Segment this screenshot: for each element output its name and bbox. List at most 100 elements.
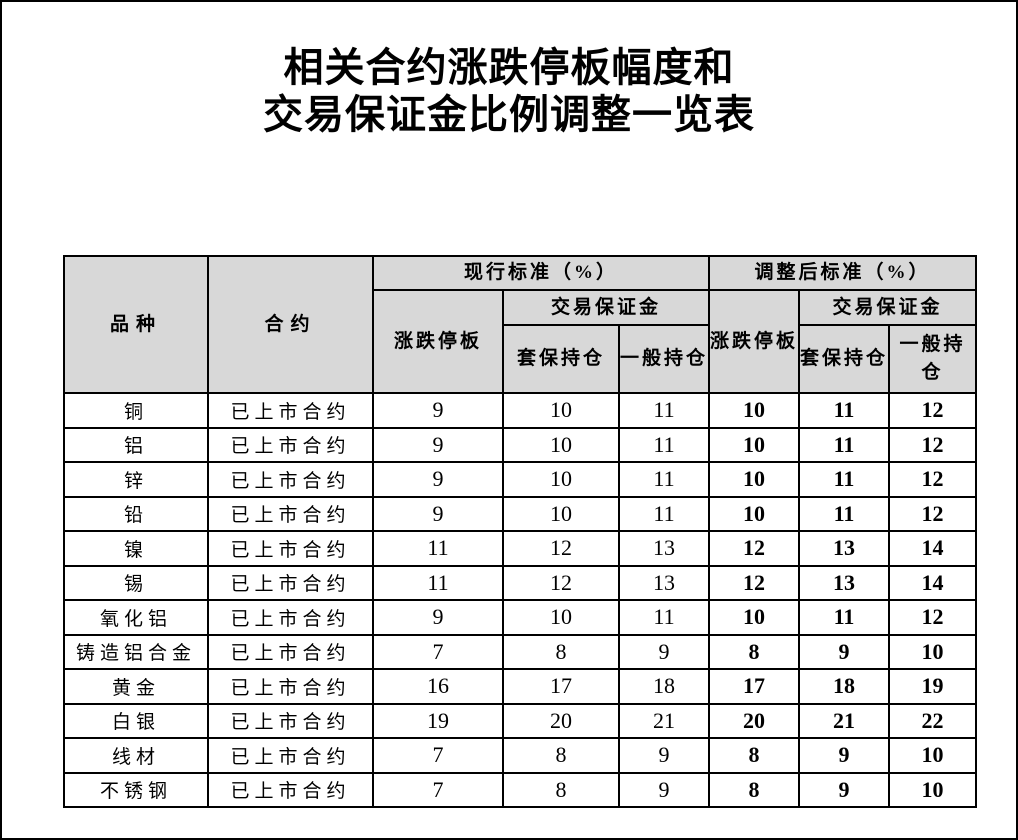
- adjusted-general-margin-cell: 12: [888, 392, 978, 429]
- current-price-limit-cell: 7: [372, 633, 504, 670]
- current-hedge-margin-cell: 8: [502, 737, 620, 774]
- current-general-margin-cell: 11: [617, 461, 711, 498]
- adjustment-table: 品种 合约 现行标准（%） 调整后标准（%） 涨跌停板 交易保证金 涨跌停板 交…: [63, 255, 978, 808]
- adjusted-price-limit-cell: 10: [708, 426, 801, 463]
- current-general-margin-cell: 9: [617, 737, 711, 774]
- contract-cell: 已上市合约: [207, 564, 374, 601]
- adjusted-price-limit-cell: 8: [708, 633, 801, 670]
- adjusted-price-limit-cell: 10: [708, 392, 801, 429]
- adjusted-price-limit-cell: 12: [708, 530, 801, 567]
- current-hedge-margin-cell: 8: [502, 633, 620, 670]
- adjusted-hedge-margin-cell: 9: [798, 633, 891, 670]
- header-current-group: 现行标准（%）: [371, 255, 711, 291]
- adjusted-price-limit-cell: 10: [708, 495, 801, 532]
- current-hedge-margin-cell: 12: [502, 530, 620, 567]
- table-row: 铸造铝合金 已上市合约 7 8 9 8 9 10: [63, 633, 978, 670]
- table-row: 不锈钢 已上市合约 7 8 9 8 9 10: [63, 771, 978, 808]
- current-general-margin-cell: 13: [617, 564, 711, 601]
- product-cell: 锌: [63, 461, 209, 498]
- header-current-hedge-position: 套保持仓: [502, 324, 620, 394]
- table-row: 黄金 已上市合约 16 17 18 17 18 19: [63, 668, 978, 705]
- current-price-limit-cell: 11: [372, 530, 504, 567]
- adjusted-price-limit-cell: 10: [708, 599, 801, 636]
- contract-cell: 已上市合约: [207, 737, 374, 774]
- header-adjusted-hedge-position: 套保持仓: [798, 324, 891, 394]
- current-general-margin-cell: 9: [617, 771, 711, 808]
- header-adjusted-price-limit: 涨跌停板: [708, 289, 801, 394]
- current-general-margin-cell: 11: [617, 426, 711, 463]
- current-price-limit-cell: 9: [372, 426, 504, 463]
- product-cell: 黄金: [63, 668, 209, 705]
- product-cell: 铅: [63, 495, 209, 532]
- current-general-margin-cell: 11: [617, 495, 711, 532]
- adjusted-price-limit-cell: 12: [708, 564, 801, 601]
- page-title-line-2: 交易保证金比例调整一览表: [263, 92, 755, 137]
- current-price-limit-cell: 9: [372, 392, 504, 429]
- adjusted-hedge-margin-cell: 11: [798, 461, 891, 498]
- current-hedge-margin-cell: 10: [502, 599, 620, 636]
- current-price-limit-cell: 7: [372, 771, 504, 808]
- header-adjusted-group: 调整后标准（%）: [708, 255, 978, 291]
- product-cell: 白银: [63, 702, 209, 739]
- adjusted-price-limit-cell: 10: [708, 461, 801, 498]
- page-title: 相关合约涨跌停板幅度和 交易保证金比例调整一览表: [2, 44, 1016, 138]
- product-cell: 铜: [63, 392, 209, 429]
- adjusted-price-limit-cell: 20: [708, 702, 801, 739]
- header-current-margin-group: 交易保证金: [501, 289, 711, 326]
- table-row: 线材 已上市合约 7 8 9 8 9 10: [63, 737, 978, 774]
- adjusted-price-limit-cell: 8: [708, 771, 801, 808]
- contract-cell: 已上市合约: [207, 530, 374, 567]
- page-title-line-1: 相关合约涨跌停板幅度和: [283, 45, 735, 90]
- adjusted-general-margin-cell: 12: [888, 495, 978, 532]
- current-general-margin-cell: 11: [617, 392, 711, 429]
- table-header: 品种 合约 现行标准（%） 调整后标准（%） 涨跌停板 交易保证金 涨跌停板 交…: [63, 255, 978, 394]
- contract-cell: 已上市合约: [207, 426, 374, 463]
- current-price-limit-cell: 7: [372, 737, 504, 774]
- adjusted-general-margin-cell: 14: [888, 530, 978, 567]
- current-general-margin-cell: 11: [617, 599, 711, 636]
- current-price-limit-cell: 16: [372, 668, 504, 705]
- adjusted-hedge-margin-cell: 9: [798, 737, 891, 774]
- header-adjusted-general-position: 一般持仓: [888, 324, 978, 394]
- product-cell: 铝: [63, 426, 209, 463]
- adjusted-general-margin-cell: 14: [888, 564, 978, 601]
- header-adjusted-margin-group: 交易保证金: [798, 289, 978, 326]
- current-price-limit-cell: 9: [372, 495, 504, 532]
- contract-cell: 已上市合约: [207, 668, 374, 705]
- adjusted-general-margin-cell: 12: [888, 599, 978, 636]
- adjusted-hedge-margin-cell: 21: [798, 702, 891, 739]
- current-hedge-margin-cell: 8: [502, 771, 620, 808]
- table-row: 锌已上市合约 9 10 11 10 11 12: [63, 461, 978, 498]
- table-row: 锡已上市合约 11 12 13 12 13 14: [63, 564, 978, 601]
- adjusted-hedge-margin-cell: 11: [798, 392, 891, 429]
- table-row: 氧化铝 已上市合约 9 10 11 10 11 12: [63, 599, 978, 636]
- adjusted-hedge-margin-cell: 11: [798, 599, 891, 636]
- product-cell: 锡: [63, 564, 209, 601]
- current-general-margin-cell: 21: [617, 702, 711, 739]
- current-hedge-margin-cell: 20: [502, 702, 620, 739]
- table-row: 铅已上市合约 9 10 11 10 11 12: [63, 495, 978, 532]
- header-current-price-limit: 涨跌停板: [372, 289, 504, 394]
- adjusted-hedge-margin-cell: 9: [798, 771, 891, 808]
- adjusted-general-margin-cell: 22: [888, 702, 978, 739]
- current-price-limit-cell: 19: [372, 702, 504, 739]
- adjusted-hedge-margin-cell: 18: [798, 668, 891, 705]
- product-cell: 氧化铝: [63, 599, 209, 636]
- adjusted-price-limit-cell: 8: [708, 737, 801, 774]
- adjusted-price-limit-cell: 17: [708, 668, 801, 705]
- table-row: 铜已上市合约 9 10 11 10 11 12: [63, 392, 978, 429]
- product-cell: 不锈钢: [63, 771, 209, 808]
- current-hedge-margin-cell: 10: [502, 461, 620, 498]
- adjusted-general-margin-cell: 12: [888, 426, 978, 463]
- adjusted-general-margin-cell: 10: [888, 771, 978, 808]
- current-hedge-margin-cell: 10: [502, 392, 620, 429]
- contract-cell: 已上市合约: [207, 392, 374, 429]
- current-price-limit-cell: 11: [372, 564, 504, 601]
- current-hedge-margin-cell: 10: [502, 495, 620, 532]
- product-cell: 铸造铝合金: [63, 633, 209, 670]
- current-price-limit-cell: 9: [372, 599, 504, 636]
- contract-cell: 已上市合约: [207, 771, 374, 808]
- contract-cell: 已上市合约: [207, 461, 374, 498]
- current-hedge-margin-cell: 12: [502, 564, 620, 601]
